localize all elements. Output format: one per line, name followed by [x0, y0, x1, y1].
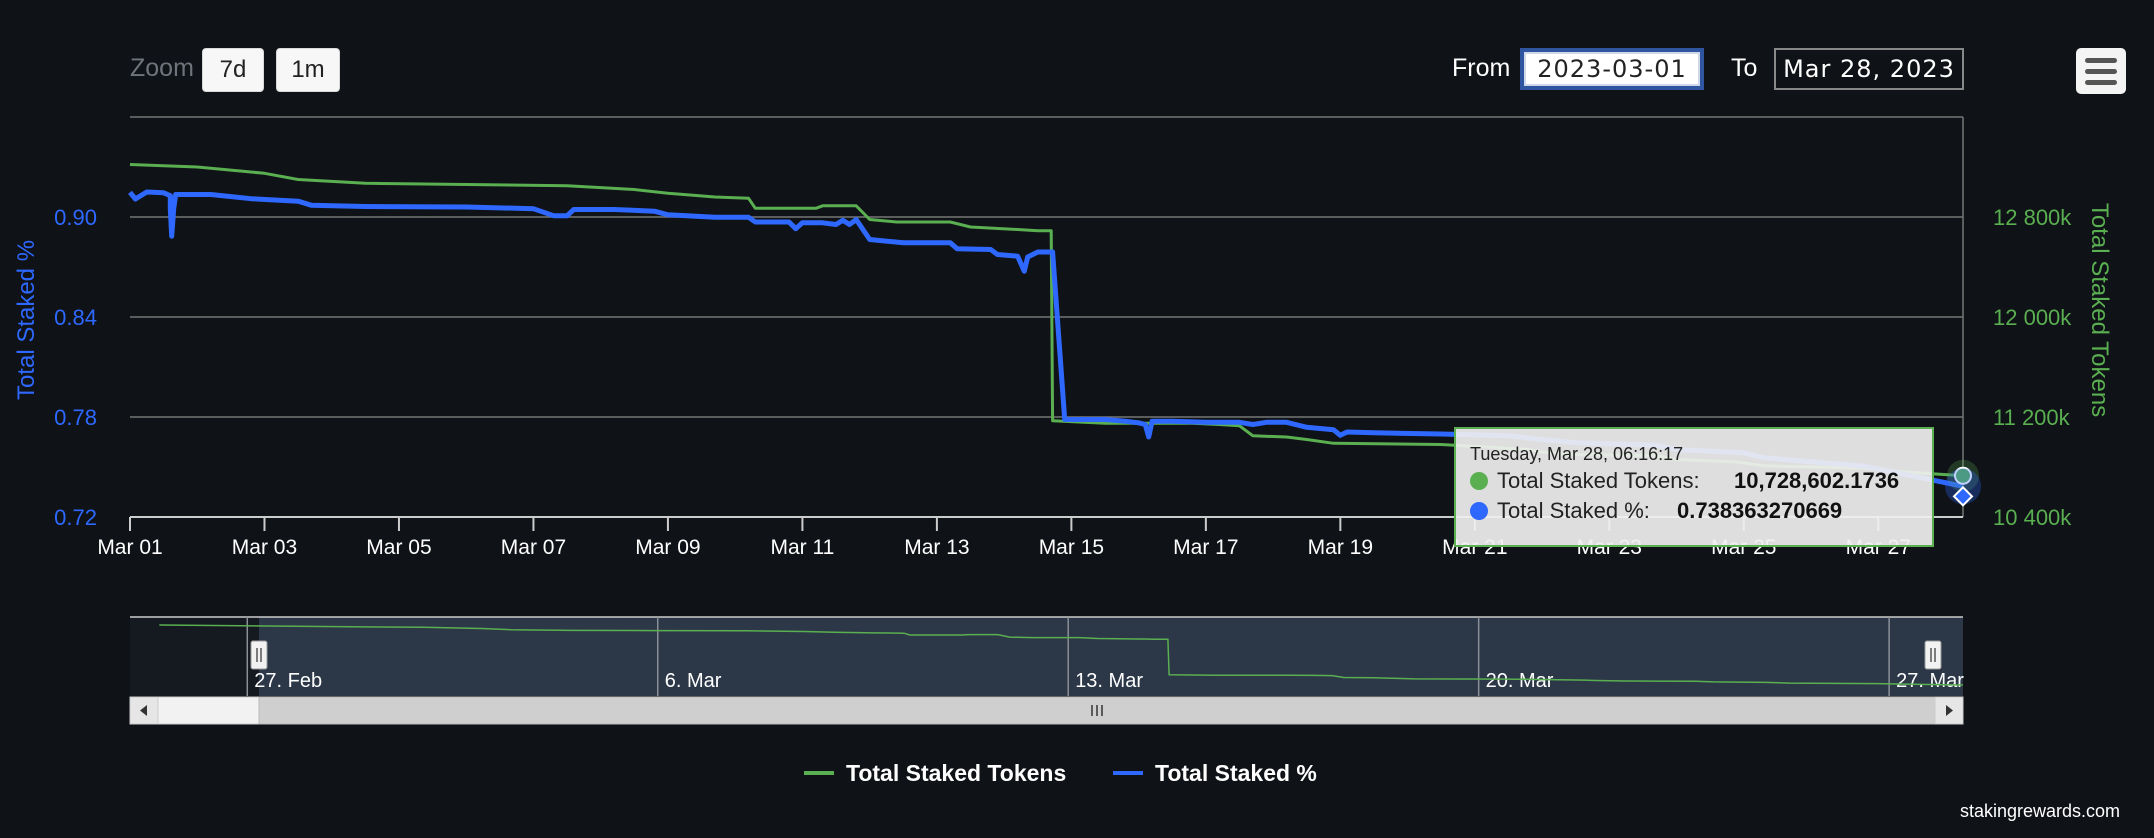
tooltip-swatch: [1470, 472, 1488, 490]
zoom-1m-button[interactable]: 1m: [276, 48, 340, 92]
navigator-tick-label: 20. Mar: [1486, 670, 1554, 692]
tooltip-row-label: Total Staked Tokens:: [1497, 468, 1700, 493]
tooltip-header: Tuesday, Mar 28, 06:16:17: [1470, 444, 1683, 464]
y-right-tick-label: 11 200k: [1993, 405, 2071, 430]
y-left-axis-title: Total Staked %: [13, 240, 40, 400]
zoom-7d-button[interactable]: 7d: [202, 48, 264, 92]
navigator-tick-label: 6. Mar: [665, 670, 722, 692]
y-right-axis-title: Total Staked Tokens: [2086, 203, 2113, 417]
x-tick-label: Mar 13: [904, 536, 969, 559]
to-label: To: [1731, 54, 1758, 82]
x-tick-label: Mar 09: [635, 536, 700, 559]
tooltip-box: [1454, 427, 1934, 547]
zoom-label: Zoom: [130, 54, 194, 82]
to-date-input[interactable]: [1774, 48, 1964, 90]
x-tick-label: Mar 19: [1308, 536, 1373, 559]
x-tick-label: Mar 17: [1173, 536, 1238, 559]
y-left-tick-label: 0.84: [54, 305, 97, 330]
y-left-tick-label: 0.90: [54, 205, 97, 230]
navigator-series-line: [159, 624, 1964, 686]
x-tick-label: Mar 03: [232, 536, 297, 559]
plot-grid: [130, 116, 1964, 517]
menu-bar: [2085, 79, 2117, 85]
navigator: 27. Feb 6. Mar 13. Mar 20. Mar 27. Mar: [129, 616, 1964, 725]
scroll-right-arrow-icon: [1946, 705, 1953, 716]
hamburger-menu-icon[interactable]: [2076, 48, 2126, 94]
from-label: From: [1452, 54, 1511, 82]
y-right-tick-label: 12 800k: [1993, 205, 2072, 230]
x-tick-label: Mar 07: [501, 536, 566, 559]
menu-bar: [2085, 68, 2117, 74]
y-right-tick-label: 10 400k: [1993, 505, 2072, 530]
scroll-left-arrow-icon: [140, 705, 147, 716]
tooltip: Tuesday, Mar 28, 06:16:17 Total Staked To…: [1454, 427, 1934, 547]
legend-item-label: Total Staked %: [1155, 760, 1317, 786]
y-right-tick-label: 12 000k: [1993, 305, 2072, 330]
tooltip-row-label: Total Staked %:: [1497, 498, 1650, 523]
y-left-tick-label: 0.72: [54, 505, 97, 530]
menu-bar: [2085, 57, 2117, 63]
hover-marker-percent: [1952, 485, 1974, 507]
x-tick-label: Mar 05: [366, 536, 431, 559]
x-tick-label: Mar 15: [1039, 536, 1104, 559]
tooltip-swatch: [1470, 502, 1488, 520]
x-tick-label: Mar 01: [97, 536, 162, 559]
from-date-input[interactable]: [1520, 48, 1704, 90]
credit-text: stakingrewards.com: [1959, 801, 2120, 821]
tooltip-row-value: 0.738363270669: [1677, 498, 1842, 523]
y-left-tick-label: 0.78: [54, 405, 97, 430]
series-line-total-staked-percent: [128, 189, 1964, 489]
navigator-tick-label: 27. Mar: [1896, 670, 1964, 692]
right-axis: 12 800k 12 000k 11 200k 10 400k Total Staked…: [1993, 203, 2113, 530]
navigator-tick-label: 27. Feb: [254, 670, 322, 692]
navigator-tick-label: 13. Mar: [1075, 670, 1143, 692]
legend-item-label: Total Staked Tokens: [846, 760, 1066, 786]
legend: Total Staked Tokens Total Staked %: [804, 760, 1317, 786]
x-tick-label: Mar 11: [771, 536, 835, 559]
tooltip-row-value: 10,728,602.1736: [1734, 468, 1899, 493]
navigator-handle[interactable]: [1924, 640, 1942, 670]
left-axis: 0.90 0.84 0.78 0.72 Total Staked %: [13, 205, 97, 530]
hover-marker-tokens: [1954, 466, 1972, 485]
navigator-handle[interactable]: [250, 640, 268, 670]
